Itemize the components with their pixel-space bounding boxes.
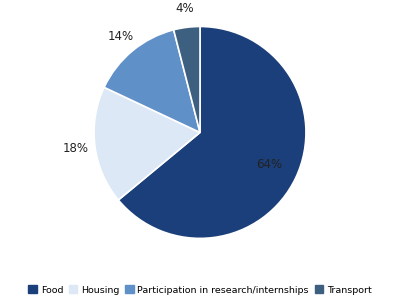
- Text: 14%: 14%: [107, 29, 133, 43]
- Wedge shape: [174, 26, 200, 132]
- Text: 4%: 4%: [175, 2, 194, 15]
- Wedge shape: [118, 26, 306, 238]
- Wedge shape: [104, 30, 200, 132]
- Text: 18%: 18%: [63, 141, 89, 155]
- Text: 64%: 64%: [256, 158, 282, 172]
- Wedge shape: [94, 87, 200, 200]
- Legend: Food, Housing, Participation in research/internships, Transport: Food, Housing, Participation in research…: [28, 285, 372, 295]
